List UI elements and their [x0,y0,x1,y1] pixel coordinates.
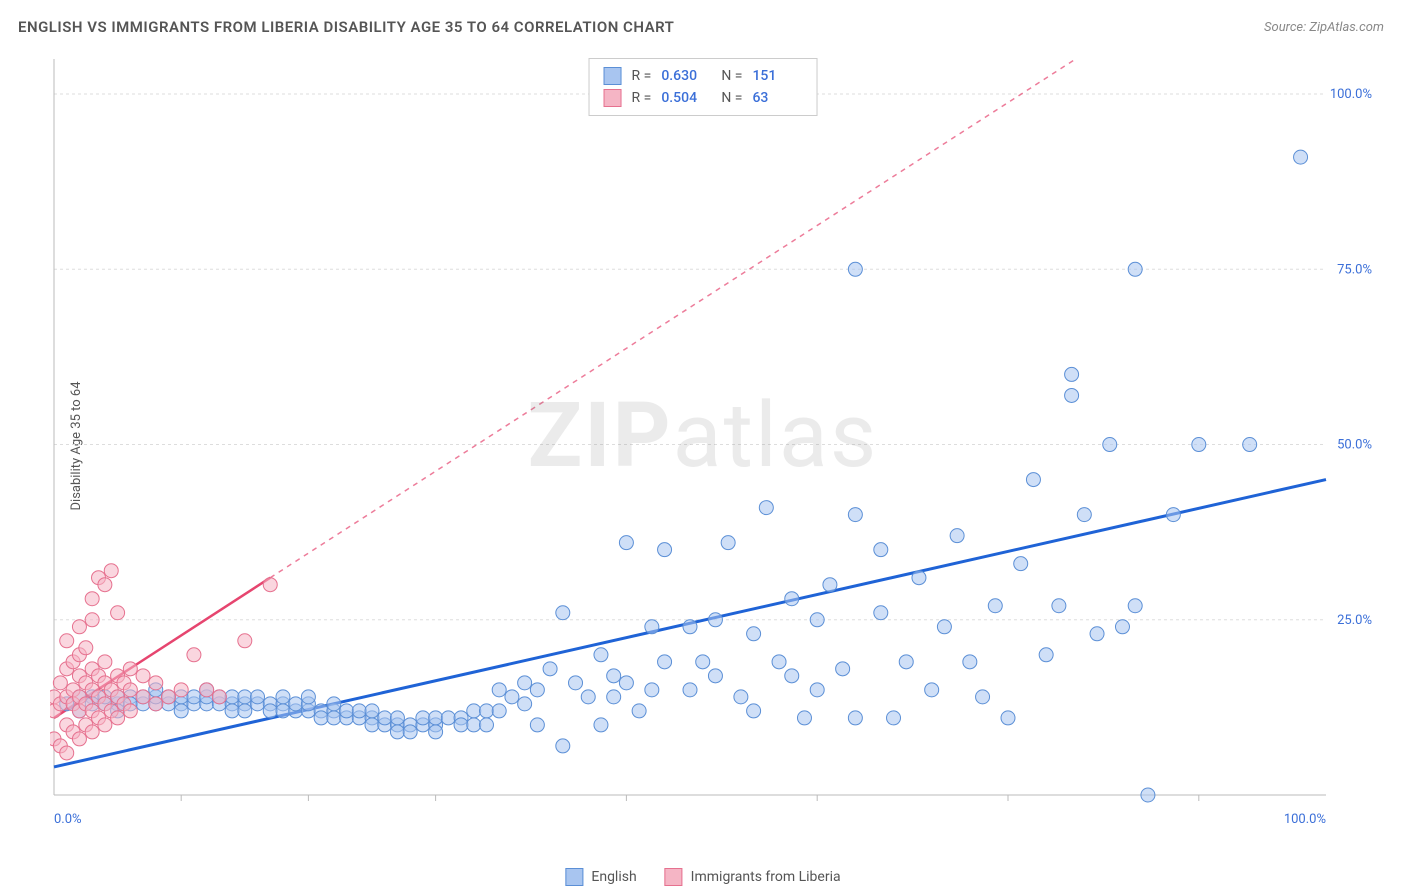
chart-title: ENGLISH VS IMMIGRANTS FROM LIBERIA DISAB… [18,18,674,36]
svg-text:100.0%: 100.0% [1284,812,1326,827]
series-legend: English Immigrants from Liberia [565,868,840,886]
svg-text:75.0%: 75.0% [1337,262,1372,277]
source-attribution: Source: ZipAtlas.com [1264,20,1384,35]
stat-r-liberia: 0.504 [661,90,711,106]
legend-swatch-icon [565,868,583,886]
stat-label-r: R = [632,90,652,106]
chart-area: 25.0% 50.0% 75.0% 100.0% 0.0% 100.0% [50,55,1380,835]
stat-label-n: N = [721,68,742,84]
legend-row-english: R = 0.630 N = 151 [604,65,803,87]
stat-r-english: 0.630 [661,68,711,84]
legend-item-liberia: Immigrants from Liberia [665,868,841,886]
svg-text:25.0%: 25.0% [1337,613,1372,628]
legend-swatch-liberia [604,89,622,107]
legend-row-liberia: R = 0.504 N = 63 [604,87,803,109]
scatter-chart-svg: 25.0% 50.0% 75.0% 100.0% 0.0% 100.0% [50,55,1380,835]
svg-text:50.0%: 50.0% [1337,438,1372,453]
stat-n-liberia: 63 [752,90,802,106]
stat-n-english: 151 [752,68,802,84]
stat-label-n: N = [721,90,742,106]
legend-swatch-icon [665,868,683,886]
legend-swatch-english [604,67,622,85]
svg-text:100.0%: 100.0% [1330,87,1372,102]
svg-text:0.0%: 0.0% [54,812,82,827]
legend-label-english: English [591,869,636,885]
stat-label-r: R = [632,68,652,84]
correlation-legend: R = 0.630 N = 151 R = 0.504 N = 63 [589,58,818,116]
legend-item-english: English [565,868,636,886]
legend-label-liberia: Immigrants from Liberia [691,869,841,885]
